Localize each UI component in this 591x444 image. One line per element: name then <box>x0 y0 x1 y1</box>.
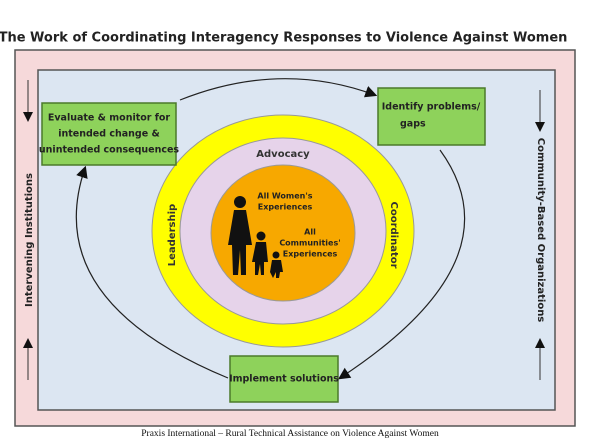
side-label: Intervening Institutions <box>24 173 35 307</box>
center-text: Experiences <box>258 203 313 212</box>
side-label: Community-Based Organizations <box>535 138 546 323</box>
box-text: unintended consequences <box>39 145 180 156</box>
box-text: gaps <box>400 119 426 130</box>
box <box>378 88 485 145</box>
footer: Praxis International – Rural Technical A… <box>141 429 439 439</box>
center-text: All Women's <box>257 192 312 201</box>
center-text: All <box>304 228 316 237</box>
box-text: Identify problems/ <box>382 102 481 113</box>
ring-label: Advocacy <box>256 149 310 160</box>
box-text: intended change & <box>58 129 160 140</box>
box-text: Implement solutions <box>229 374 339 385</box>
center-text: Communities' <box>279 239 340 248</box>
ring-label: Coordinator <box>388 201 399 268</box>
diagram: The Work of Coordinating Interagency Res… <box>0 0 591 444</box>
box-text: Evaluate & monitor for <box>48 113 171 124</box>
ring-label: Leadership <box>167 204 178 266</box>
title: The Work of Coordinating Interagency Res… <box>0 31 567 46</box>
center-text: Experiences <box>283 250 338 259</box>
